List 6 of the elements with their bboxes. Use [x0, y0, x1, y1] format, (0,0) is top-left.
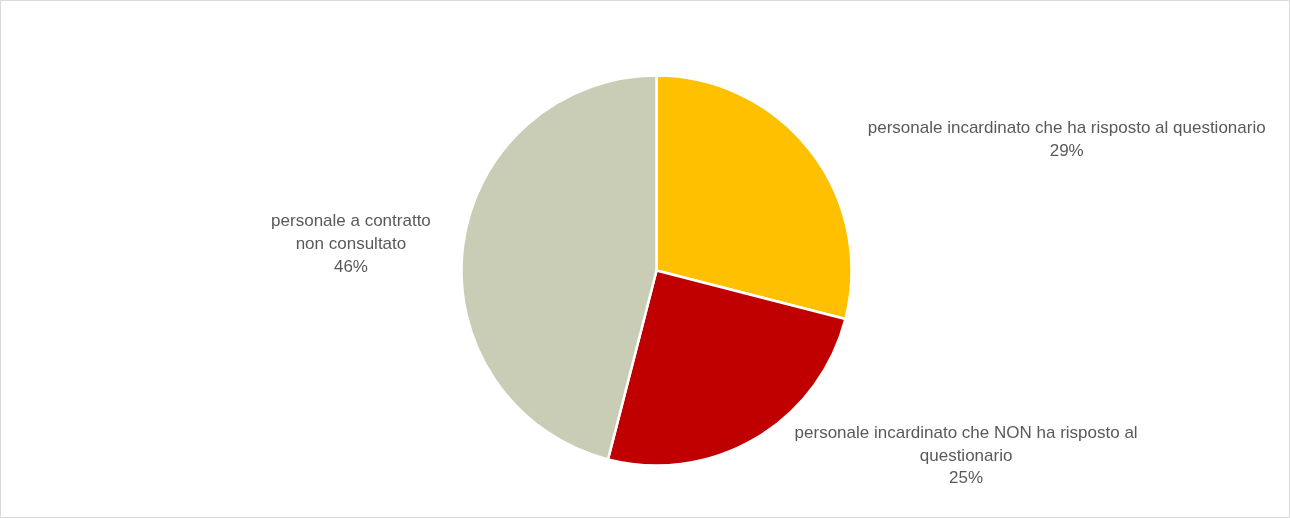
data-label: 25% [949, 468, 984, 488]
data-label: 46% [333, 256, 368, 276]
data-label: 29% [1049, 140, 1084, 160]
slice-label: personale incardinato che NON ha risposto al questionario [794, 422, 1138, 465]
slice-label: personale a contratto non consultato [271, 211, 431, 254]
slice-label: personale incardinato che ha risposto al questionario [867, 118, 1266, 138]
